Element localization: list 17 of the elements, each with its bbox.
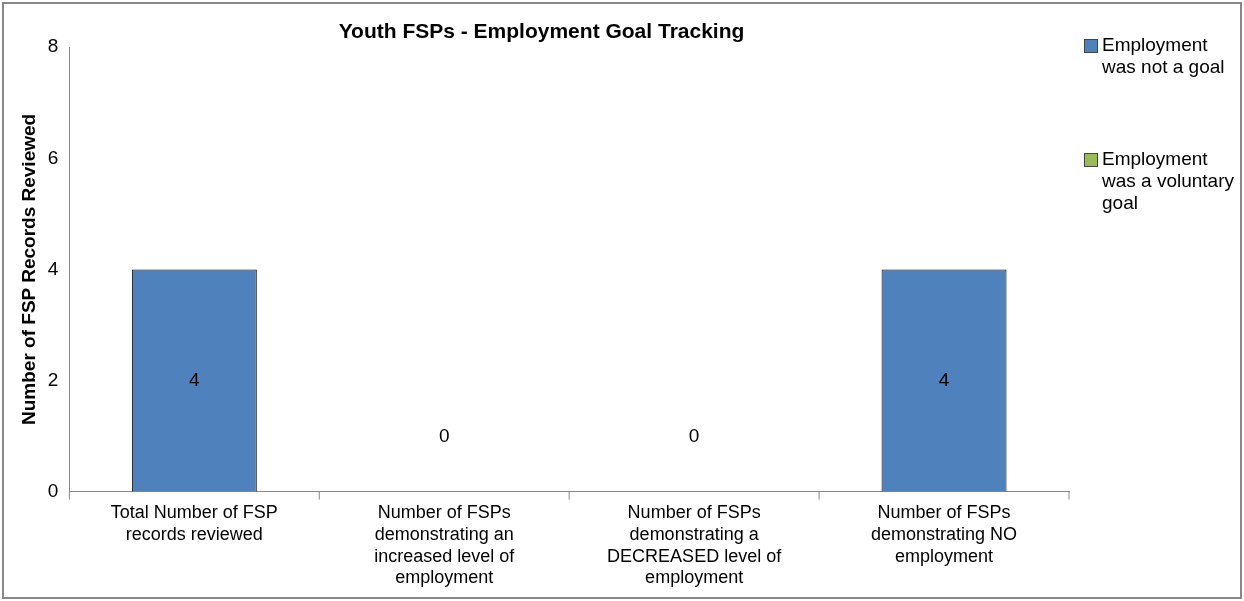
y-tick-label: 4 xyxy=(47,257,59,279)
data-label: 4 xyxy=(189,368,201,390)
legend-label: Employment was a voluntary goal xyxy=(1102,148,1235,214)
x-tick-label: Number of FSPs demonstrating a DECREASED level of employment xyxy=(607,502,783,588)
data-label: 4 xyxy=(938,368,950,390)
data-label: 0 xyxy=(688,424,700,446)
x-tick-label: Total Number of FSP records reviewed xyxy=(110,502,278,544)
x-tick-label: Number of FSPs demonstrating an increased level of employment xyxy=(374,502,516,588)
y-tick-label: 0 xyxy=(47,479,59,501)
x-tick-label: Number of FSPs demonstrating NO employment xyxy=(871,502,1018,566)
y-tick-label: 8 xyxy=(47,35,59,57)
data-label: 0 xyxy=(438,424,450,446)
y-tick-label: 2 xyxy=(47,368,59,390)
legend-label: Employment was not a goal xyxy=(1102,34,1226,78)
chart-title: Youth FSPs - Employment Goal Tracking xyxy=(338,19,745,43)
y-axis-title: Number of FSP Records Reviewed xyxy=(17,113,39,425)
y-tick-label: 6 xyxy=(47,146,59,168)
